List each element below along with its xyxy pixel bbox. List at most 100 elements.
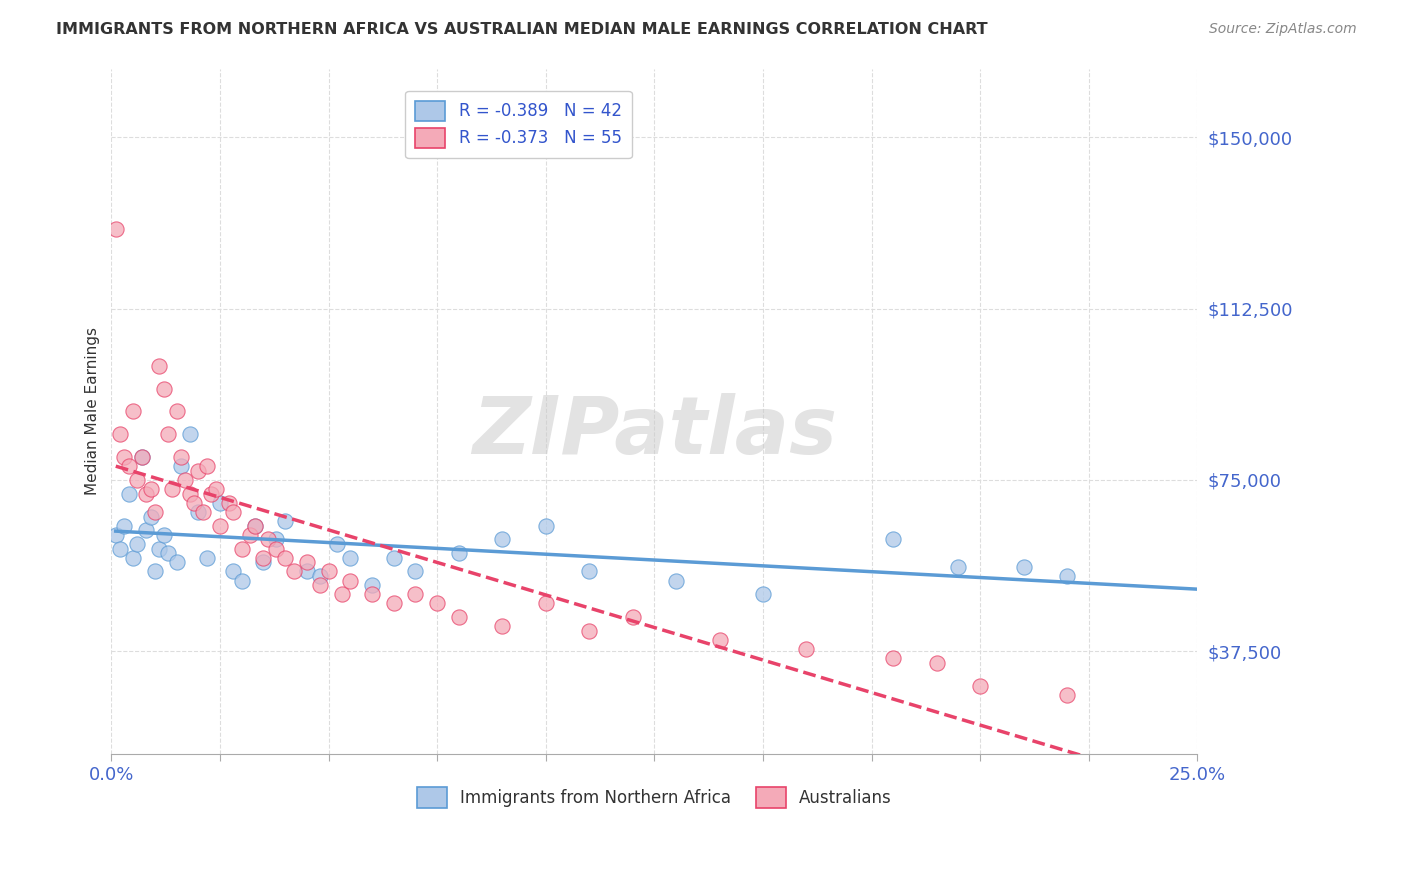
Point: [882, 651, 904, 665]
Point: [179, 486, 201, 500]
Point: [187, 505, 209, 519]
Point: [882, 533, 904, 547]
Point: [222, 565, 245, 579]
Point: [118, 459, 141, 474]
Point: [108, 541, 131, 556]
Point: [135, 486, 157, 500]
Point: [195, 550, 218, 565]
Point: [122, 404, 145, 418]
Point: [104, 528, 127, 542]
Point: [166, 555, 188, 569]
Point: [752, 587, 775, 601]
Point: [534, 596, 557, 610]
Point: [361, 587, 384, 601]
Point: [174, 473, 197, 487]
Point: [491, 533, 513, 547]
Point: [143, 505, 166, 519]
Point: [447, 610, 470, 624]
Point: [326, 537, 349, 551]
Point: [309, 578, 332, 592]
Point: [218, 496, 240, 510]
Point: [405, 565, 427, 579]
Point: [183, 496, 205, 510]
Point: [139, 482, 162, 496]
Point: [274, 550, 297, 565]
Point: [309, 569, 332, 583]
Point: [208, 496, 231, 510]
Point: [534, 518, 557, 533]
Point: [191, 505, 214, 519]
Point: [796, 642, 818, 657]
Point: [200, 486, 222, 500]
Point: [295, 565, 318, 579]
Point: [222, 505, 245, 519]
Point: [447, 546, 470, 560]
Point: [204, 482, 226, 496]
Point: [152, 528, 174, 542]
Point: [339, 574, 361, 588]
Point: [239, 528, 262, 542]
Point: [170, 459, 193, 474]
Text: Source: ZipAtlas.com: Source: ZipAtlas.com: [1209, 22, 1357, 37]
Point: [148, 541, 170, 556]
Point: [243, 518, 266, 533]
Point: [114, 518, 136, 533]
Point: [243, 518, 266, 533]
Point: [160, 482, 183, 496]
Point: [266, 541, 288, 556]
Point: [405, 587, 427, 601]
Point: [127, 473, 149, 487]
Point: [665, 574, 688, 588]
Point: [127, 537, 149, 551]
Point: [1056, 569, 1078, 583]
Point: [114, 450, 136, 464]
Point: [578, 565, 600, 579]
Point: [195, 459, 218, 474]
Point: [156, 546, 179, 560]
Point: [252, 555, 274, 569]
Point: [131, 450, 153, 464]
Point: [1056, 688, 1078, 702]
Point: [426, 596, 449, 610]
Text: ZIPatlas: ZIPatlas: [472, 393, 837, 471]
Point: [274, 514, 297, 528]
Y-axis label: Median Male Earnings: Median Male Earnings: [86, 327, 100, 495]
Point: [382, 550, 405, 565]
Point: [139, 509, 162, 524]
Text: IMMIGRANTS FROM NORTHERN AFRICA VS AUSTRALIAN MEDIAN MALE EARNINGS CORRELATION C: IMMIGRANTS FROM NORTHERN AFRICA VS AUSTR…: [56, 22, 988, 37]
Point: [231, 574, 253, 588]
Point: [330, 587, 353, 601]
Point: [256, 533, 278, 547]
Point: [339, 550, 361, 565]
Point: [491, 619, 513, 633]
Legend: Immigrants from Northern Africa, Australians: Immigrants from Northern Africa, Austral…: [411, 780, 898, 814]
Point: [382, 596, 405, 610]
Point: [143, 565, 166, 579]
Point: [361, 578, 384, 592]
Point: [208, 518, 231, 533]
Point: [578, 624, 600, 638]
Point: [709, 632, 731, 647]
Point: [187, 464, 209, 478]
Point: [135, 523, 157, 537]
Point: [621, 610, 644, 624]
Point: [231, 541, 253, 556]
Point: [104, 221, 127, 235]
Point: [948, 559, 970, 574]
Point: [152, 382, 174, 396]
Point: [266, 533, 288, 547]
Point: [283, 565, 305, 579]
Point: [295, 555, 318, 569]
Point: [179, 427, 201, 442]
Point: [131, 450, 153, 464]
Point: [122, 550, 145, 565]
Point: [170, 450, 193, 464]
Point: [148, 359, 170, 373]
Point: [252, 550, 274, 565]
Point: [925, 656, 948, 670]
Point: [108, 427, 131, 442]
Point: [969, 679, 991, 693]
Point: [1012, 559, 1035, 574]
Point: [156, 427, 179, 442]
Point: [118, 486, 141, 500]
